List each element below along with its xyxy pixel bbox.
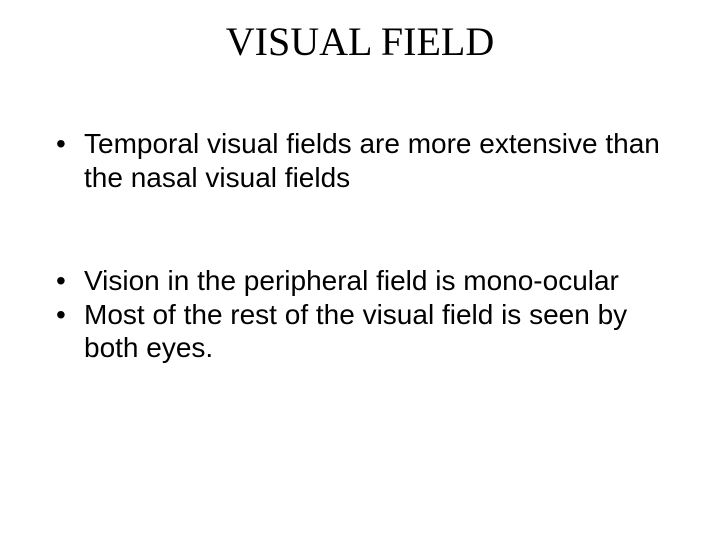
spacer (50, 194, 670, 264)
slide-title: VISUAL FIELD (0, 0, 720, 65)
slide-body: Temporal visual fields are more extensiv… (0, 65, 720, 365)
bullet-list: Vision in the peripheral field is mono-o… (50, 264, 670, 365)
list-item: Temporal visual fields are more extensiv… (50, 127, 670, 194)
bullet-list: Temporal visual fields are more extensiv… (50, 127, 670, 194)
list-item: Most of the rest of the visual field is … (50, 298, 670, 365)
list-item: Vision in the peripheral field is mono-o… (50, 264, 670, 298)
slide: VISUAL FIELD Temporal visual fields are … (0, 0, 720, 540)
